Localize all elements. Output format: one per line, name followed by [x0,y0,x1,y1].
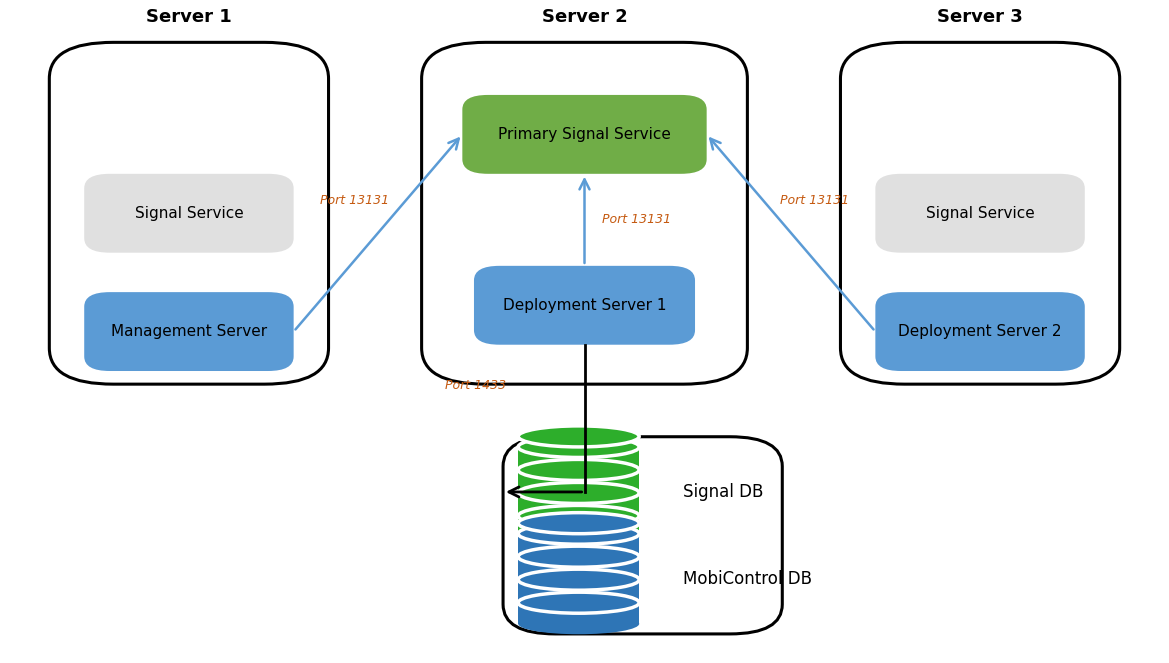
Ellipse shape [518,426,639,447]
Text: Server 2: Server 2 [541,8,628,26]
Polygon shape [518,447,639,468]
FancyBboxPatch shape [503,437,782,634]
FancyBboxPatch shape [462,95,707,174]
Polygon shape [518,557,639,577]
FancyBboxPatch shape [876,292,1085,371]
FancyBboxPatch shape [84,174,293,253]
Polygon shape [518,470,639,491]
Ellipse shape [518,459,639,481]
FancyBboxPatch shape [422,42,747,384]
Ellipse shape [518,613,639,634]
FancyBboxPatch shape [84,292,293,371]
Text: Deployment Server 2: Deployment Server 2 [898,324,1061,339]
FancyBboxPatch shape [876,174,1085,253]
Text: Server 3: Server 3 [938,8,1023,26]
Text: Signal Service: Signal Service [926,206,1035,221]
Polygon shape [518,493,639,514]
Text: Server 1: Server 1 [146,8,231,26]
Polygon shape [518,603,639,624]
Ellipse shape [518,512,639,534]
Ellipse shape [518,483,639,503]
Text: Signal DB: Signal DB [684,483,763,501]
FancyBboxPatch shape [49,42,328,384]
FancyBboxPatch shape [473,266,696,345]
Ellipse shape [518,546,639,568]
Ellipse shape [518,526,639,548]
Text: MobiControl DB: MobiControl DB [684,570,812,587]
Text: Port 13131: Port 13131 [320,194,389,207]
Ellipse shape [518,523,639,544]
Ellipse shape [518,592,639,613]
Text: Port 1433: Port 1433 [445,379,506,392]
Polygon shape [518,534,639,555]
Ellipse shape [518,436,639,457]
Text: Management Server: Management Server [111,324,267,339]
Polygon shape [518,579,639,601]
Ellipse shape [518,505,639,526]
Text: Deployment Server 1: Deployment Server 1 [503,298,666,313]
Text: Signal Service: Signal Service [134,206,243,221]
Text: Port 13131: Port 13131 [780,194,849,207]
Text: Primary Signal Service: Primary Signal Service [498,127,671,142]
Text: Port 13131: Port 13131 [602,213,671,226]
FancyBboxPatch shape [841,42,1120,384]
Polygon shape [518,516,639,537]
Ellipse shape [518,569,639,590]
